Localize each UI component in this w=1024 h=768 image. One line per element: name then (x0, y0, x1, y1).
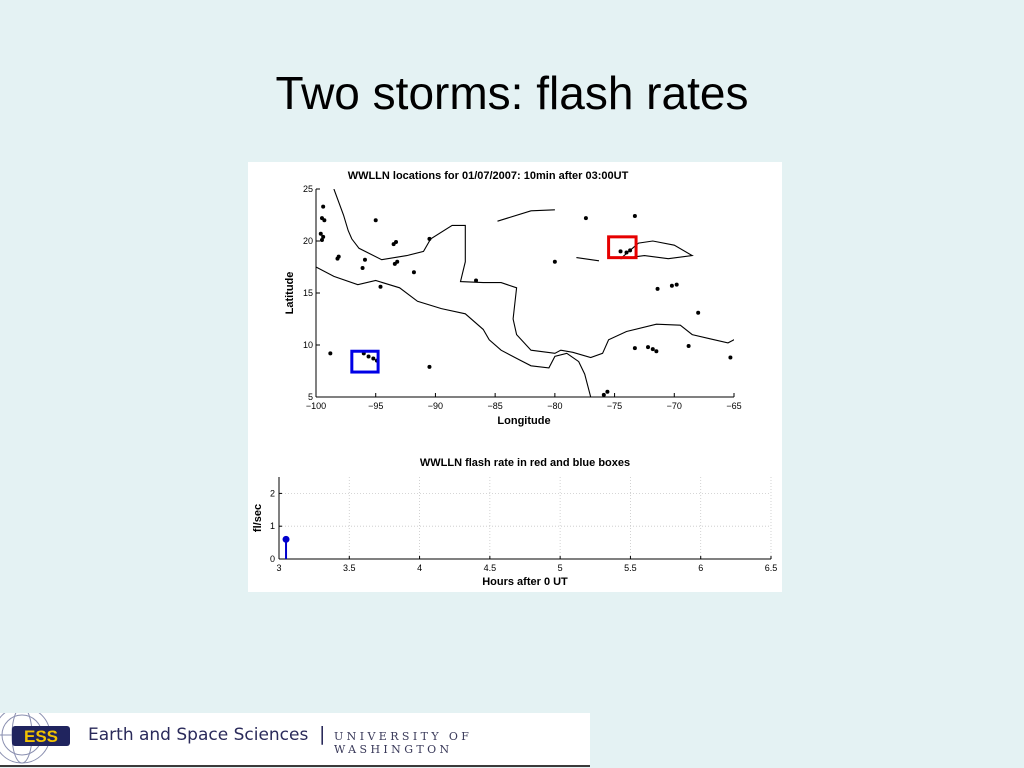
figure-panel: WWLLN locations for 01/07/2007: 10min af… (248, 162, 782, 592)
lightning-point (632, 214, 637, 219)
ess-logo-icon: ESS (0, 713, 70, 764)
lightning-point (655, 286, 660, 291)
figure-svg: WWLLN locations for 01/07/2007: 10min af… (252, 170, 777, 588)
lightning-point (628, 248, 633, 253)
lightning-point (618, 249, 623, 254)
slide-title: Two storms: flash rates (275, 67, 749, 119)
map-x-tick-label: −75 (607, 401, 622, 411)
rate-x-tick-label: 5 (558, 563, 563, 573)
rate-chart-title: WWLLN flash rate in red and blue boxes (420, 457, 630, 469)
lightning-point (605, 389, 610, 394)
lightning-point (378, 284, 383, 289)
map-chart-title: WWLLN locations for 01/07/2007: 10min af… (348, 170, 629, 182)
lightning-point (669, 283, 674, 288)
coastline-group (316, 189, 734, 397)
map-x-tick-label: −85 (488, 401, 503, 411)
flash-rate-marker (282, 535, 290, 543)
rate-y-tick-label: 0 (270, 554, 275, 564)
rate-x-axis-label: Hours after 0 UT (482, 576, 568, 588)
rate-x-tick-label: 5.5 (624, 563, 637, 573)
lightning-point (646, 345, 651, 350)
lightning-point (321, 234, 326, 239)
map-y-axis-label: Latitude (284, 272, 296, 315)
lightning-point (552, 259, 557, 264)
map-y-tick-label: 15 (303, 288, 313, 298)
map-y-tick-label: 20 (303, 236, 313, 246)
map-x-tick-label: −80 (547, 401, 562, 411)
rate-x-tick-label: 6.5 (765, 563, 778, 573)
lightning-point (322, 218, 327, 223)
map-x-tick-label: −65 (726, 401, 741, 411)
lightning-point (360, 266, 365, 271)
map-x-tick-label: −90 (428, 401, 443, 411)
rate-x-tick-label: 6 (698, 563, 703, 573)
lightning-point (335, 256, 340, 261)
lightning-point (391, 242, 396, 247)
map-plot-area: −100 −95 −90 −85 −80 −75 −70 −65 5 10 15 20 25 (303, 184, 742, 411)
lightning-point (328, 351, 333, 356)
rate-x-tick-label: 3 (276, 563, 281, 573)
rate-y-axis-label: fl/sec (252, 504, 264, 532)
map-x-tick-label: −100 (306, 401, 326, 411)
footer-separator: | (319, 723, 326, 745)
lightning-point (632, 346, 637, 351)
blue-storm-box (350, 349, 380, 374)
map-y-tick-label: 10 (303, 340, 313, 350)
map-x-tick-label: −70 (667, 401, 682, 411)
lightning-point (318, 231, 323, 236)
lightning-point (373, 218, 378, 223)
lightning-point (601, 392, 606, 397)
lightning-point (371, 356, 376, 361)
map-x-tick-label: −95 (368, 401, 383, 411)
department-name: Earth and Space Sciences (88, 725, 309, 745)
coastline (497, 209, 555, 222)
map-x-axis-label: Longitude (497, 415, 550, 427)
coastline (620, 240, 694, 260)
ess-logo-text: ESS (24, 727, 58, 746)
university-name: UNIVERSITY OF WASHINGTON (334, 730, 473, 756)
lightning-point (583, 216, 588, 221)
lightning-point (427, 364, 432, 369)
rate-y-tick-label: 2 (270, 488, 275, 498)
lightning-point (674, 282, 679, 287)
lightning-point (366, 354, 371, 359)
lightning-point (686, 344, 691, 349)
lightning-point (319, 237, 324, 242)
lightning-point (321, 204, 326, 209)
coastline (316, 266, 592, 397)
lightning-point (650, 347, 655, 352)
rate-y-tick-label: 1 (270, 521, 275, 531)
lightning-point (624, 250, 629, 255)
lightning-point (474, 278, 479, 283)
rate-plot-area: 3 3.5 4 4.5 5 5.5 6 6.5 0 1 2 (270, 477, 777, 573)
rate-x-tick-label: 3.5 (343, 563, 356, 573)
red-storm-box (607, 235, 638, 260)
footer-banner: ESS Earth and Space Sciences | UNIVERSIT… (0, 713, 590, 767)
coastline (333, 189, 734, 359)
lightning-point (696, 310, 701, 315)
coastline (576, 257, 600, 262)
map-y-tick-label: 25 (303, 184, 313, 194)
rate-x-tick-label: 4 (417, 563, 422, 573)
lightning-point (411, 270, 416, 275)
rate-x-tick-label: 4.5 (484, 563, 497, 573)
lightning-point (392, 261, 397, 266)
lightning-point (427, 236, 432, 241)
lightning-point (362, 257, 367, 262)
lightning-point (728, 355, 733, 360)
map-y-tick-label: 5 (308, 392, 313, 402)
lightning-point (654, 349, 659, 354)
